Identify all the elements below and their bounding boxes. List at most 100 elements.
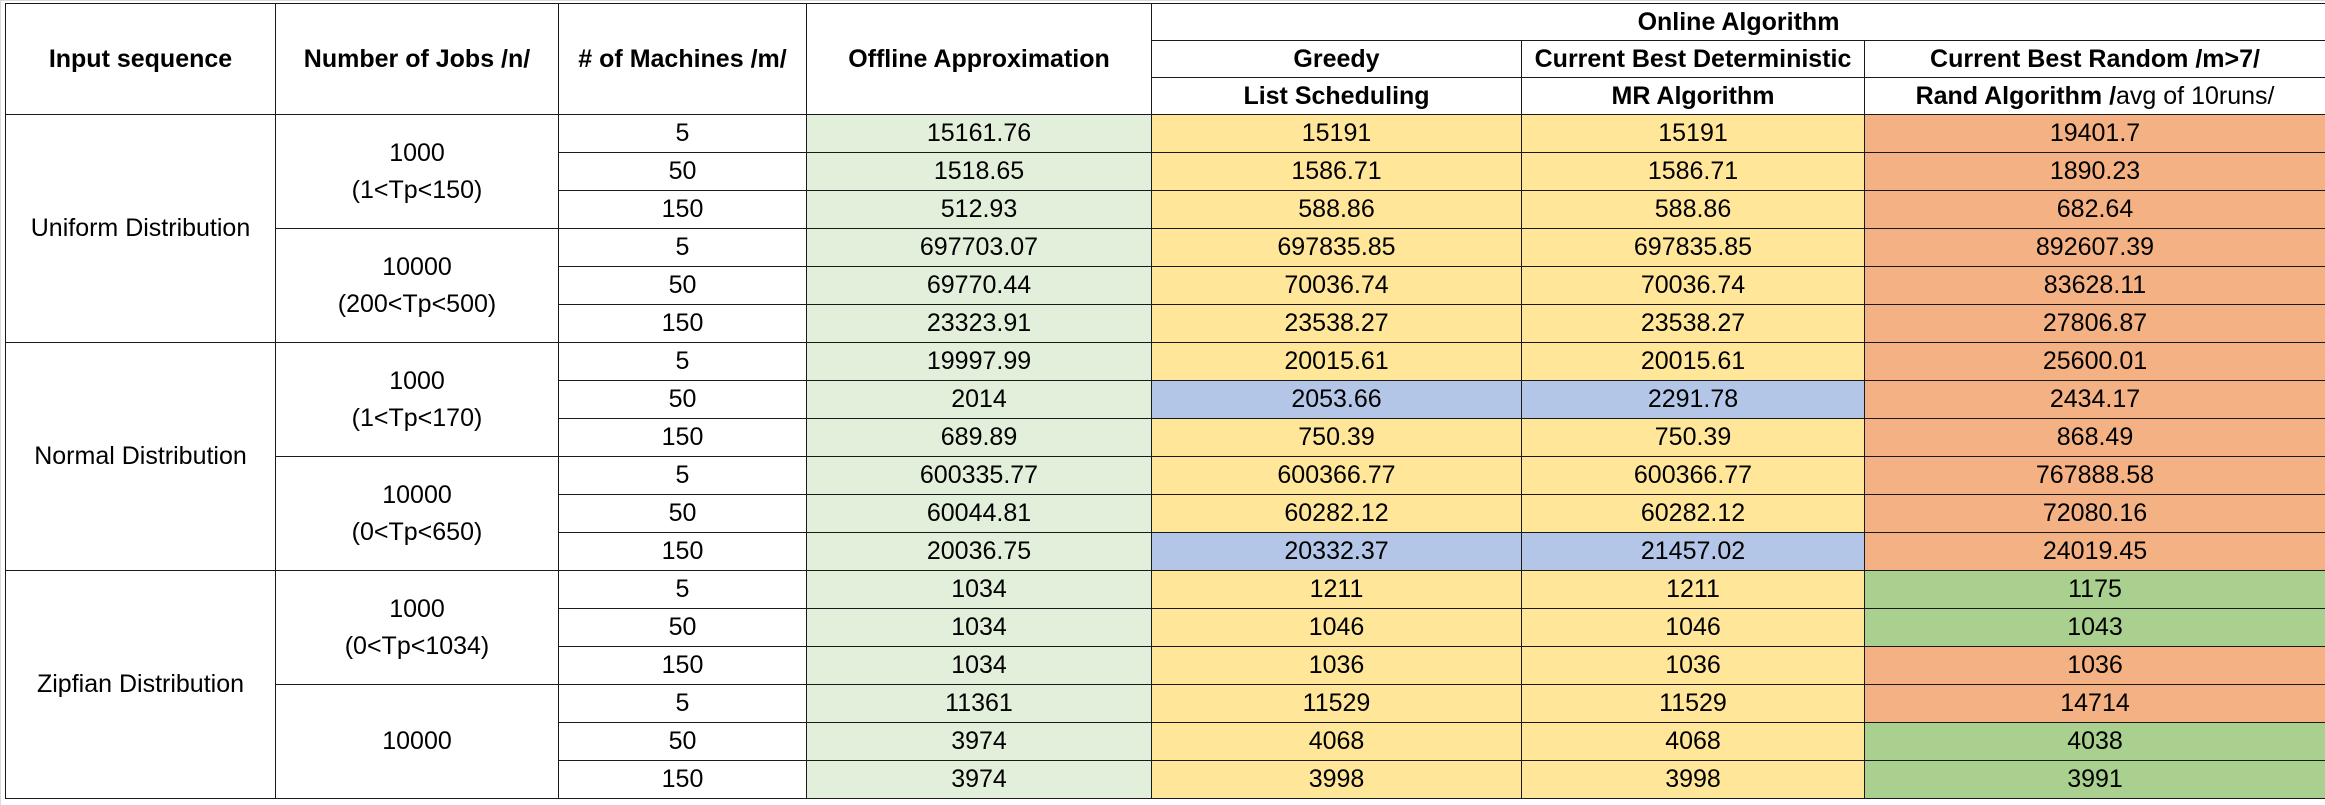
offline-cell[interactable]: 1518.65 [806, 152, 1152, 191]
header-rand-algorithm[interactable]: Rand Algorithm /avg of 10runs/ [1863, 77, 2325, 115]
distribution-cell[interactable]: Normal Distribution [5, 342, 276, 571]
offline-cell[interactable]: 2014 [806, 380, 1152, 419]
mr-cell[interactable]: 60282.12 [1521, 494, 1865, 533]
distribution-cell[interactable]: Zipfian Distribution [5, 570, 276, 799]
jobs-cell[interactable]: 1000 (1<Tp<170) [275, 342, 559, 457]
rand-cell[interactable]: 1175 [1863, 570, 2325, 609]
machines-cell[interactable]: 150 [558, 760, 807, 799]
greedy-cell[interactable]: 1586.71 [1151, 152, 1522, 191]
machines-cell[interactable]: 5 [558, 228, 807, 267]
rand-cell[interactable]: 4038 [1863, 722, 2325, 761]
machines-cell[interactable]: 50 [558, 152, 807, 191]
greedy-cell[interactable]: 750.39 [1151, 418, 1522, 457]
greedy-cell[interactable]: 4068 [1151, 722, 1522, 761]
rand-cell[interactable]: 2434.17 [1863, 380, 2325, 419]
greedy-cell[interactable]: 60282.12 [1151, 494, 1522, 533]
jobs-cell[interactable]: 1000 (1<Tp<150) [275, 114, 559, 229]
greedy-cell[interactable]: 1036 [1151, 646, 1522, 685]
offline-cell[interactable]: 3974 [806, 722, 1152, 761]
greedy-cell[interactable]: 1046 [1151, 608, 1522, 647]
machines-cell[interactable]: 50 [558, 266, 807, 305]
rand-cell[interactable]: 1890.23 [1863, 152, 2325, 191]
offline-cell[interactable]: 11361 [806, 684, 1152, 723]
machines-cell[interactable]: 5 [558, 456, 807, 495]
jobs-cell[interactable]: 1000 (0<Tp<1034) [275, 570, 559, 685]
header-mr-algorithm[interactable]: MR Algorithm [1521, 77, 1865, 115]
offline-cell[interactable]: 1034 [806, 608, 1152, 647]
rand-cell[interactable]: 27806.87 [1863, 304, 2325, 343]
jobs-cell[interactable]: 10000 (0<Tp<650) [275, 456, 559, 571]
rand-cell[interactable]: 3991 [1863, 760, 2325, 799]
rand-cell[interactable]: 892607.39 [1863, 228, 2325, 267]
greedy-cell[interactable]: 15191 [1151, 114, 1522, 153]
rand-cell[interactable]: 1036 [1863, 646, 2325, 685]
mr-cell[interactable]: 2291.78 [1521, 380, 1865, 419]
jobs-cell[interactable]: 10000 [275, 684, 559, 799]
header-input-sequence[interactable]: Input sequence [5, 3, 276, 115]
machines-cell[interactable]: 150 [558, 418, 807, 457]
rand-cell[interactable]: 83628.11 [1863, 266, 2325, 305]
header-online-algorithm[interactable]: Online Algorithm [1150, 3, 2325, 41]
machines-cell[interactable]: 5 [558, 570, 807, 609]
machines-cell[interactable]: 150 [558, 304, 807, 343]
greedy-cell[interactable]: 20332.37 [1151, 532, 1522, 571]
rand-cell[interactable]: 868.49 [1863, 418, 2325, 457]
rand-cell[interactable]: 767888.58 [1863, 456, 2325, 495]
machines-cell[interactable]: 50 [558, 494, 807, 533]
offline-cell[interactable]: 20036.75 [806, 532, 1152, 571]
machines-cell[interactable]: 50 [558, 380, 807, 419]
offline-cell[interactable]: 15161.76 [806, 114, 1152, 153]
machines-cell[interactable]: 5 [558, 684, 807, 723]
header-number-of-machines[interactable]: # of Machines /m/ [558, 3, 807, 115]
header-list-scheduling[interactable]: List Scheduling [1151, 77, 1522, 115]
greedy-cell[interactable]: 2053.66 [1151, 380, 1522, 419]
rand-cell[interactable]: 25600.01 [1863, 342, 2325, 381]
greedy-cell[interactable]: 600366.77 [1151, 456, 1522, 495]
offline-cell[interactable]: 19997.99 [806, 342, 1152, 381]
rand-cell[interactable]: 14714 [1863, 684, 2325, 723]
mr-cell[interactable]: 1046 [1521, 608, 1865, 647]
greedy-cell[interactable]: 20015.61 [1151, 342, 1522, 381]
distribution-cell[interactable]: Uniform Distribution [5, 114, 276, 343]
machines-cell[interactable]: 150 [558, 190, 807, 229]
greedy-cell[interactable]: 1211 [1151, 570, 1522, 609]
rand-cell[interactable]: 72080.16 [1863, 494, 2325, 533]
header-current-best-deterministic[interactable]: Current Best Deterministic [1521, 40, 1865, 78]
rand-cell[interactable]: 19401.7 [1863, 114, 2325, 153]
greedy-cell[interactable]: 70036.74 [1151, 266, 1522, 305]
header-offline-approximation[interactable]: Offline Approximation [806, 3, 1152, 115]
offline-cell[interactable]: 689.89 [806, 418, 1152, 457]
greedy-cell[interactable]: 3998 [1151, 760, 1522, 799]
offline-cell[interactable]: 600335.77 [806, 456, 1152, 495]
header-greedy[interactable]: Greedy [1151, 40, 1522, 78]
rand-cell[interactable]: 1043 [1863, 608, 2325, 647]
mr-cell[interactable]: 1211 [1521, 570, 1865, 609]
mr-cell[interactable]: 70036.74 [1521, 266, 1865, 305]
machines-cell[interactable]: 50 [558, 608, 807, 647]
header-number-of-jobs[interactable]: Number of Jobs /n/ [275, 3, 559, 115]
greedy-cell[interactable]: 11529 [1151, 684, 1522, 723]
mr-cell[interactable]: 697835.85 [1521, 228, 1865, 267]
mr-cell[interactable]: 21457.02 [1521, 532, 1865, 571]
offline-cell[interactable]: 60044.81 [806, 494, 1152, 533]
jobs-cell[interactable]: 10000 (200<Tp<500) [275, 228, 559, 343]
offline-cell[interactable]: 1034 [806, 570, 1152, 609]
offline-cell[interactable]: 23323.91 [806, 304, 1152, 343]
mr-cell[interactable]: 1036 [1521, 646, 1865, 685]
machines-cell[interactable]: 5 [558, 342, 807, 381]
mr-cell[interactable]: 3998 [1521, 760, 1865, 799]
greedy-cell[interactable]: 588.86 [1151, 190, 1522, 229]
offline-cell[interactable]: 512.93 [806, 190, 1152, 229]
mr-cell[interactable]: 600366.77 [1521, 456, 1865, 495]
mr-cell[interactable]: 588.86 [1521, 190, 1865, 229]
mr-cell[interactable]: 20015.61 [1521, 342, 1865, 381]
mr-cell[interactable]: 15191 [1521, 114, 1865, 153]
machines-cell[interactable]: 50 [558, 722, 807, 761]
mr-cell[interactable]: 4068 [1521, 722, 1865, 761]
offline-cell[interactable]: 697703.07 [806, 228, 1152, 267]
machines-cell[interactable]: 150 [558, 646, 807, 685]
machines-cell[interactable]: 5 [558, 114, 807, 153]
rand-cell[interactable]: 682.64 [1863, 190, 2325, 229]
offline-cell[interactable]: 69770.44 [806, 266, 1152, 305]
rand-cell[interactable]: 24019.45 [1863, 532, 2325, 571]
